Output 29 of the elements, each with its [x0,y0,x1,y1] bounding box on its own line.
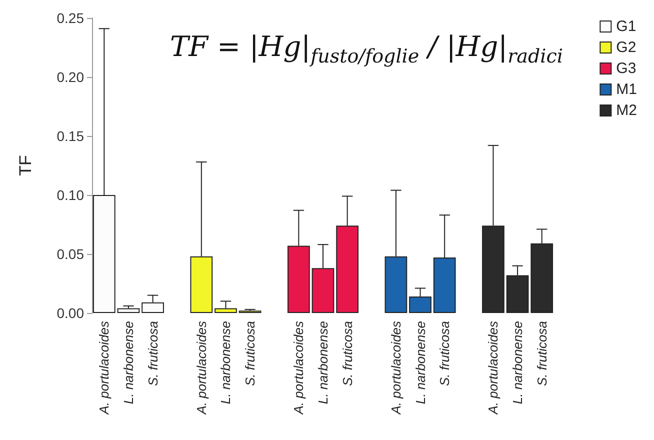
legend-label: M2 [616,102,638,119]
y-tick-label: 0.05 [56,246,84,262]
bar [117,308,140,313]
x-tick-label: S. fruticosa [437,321,452,386]
x-tick-label: L. narbonense [218,321,234,404]
y-tick-label: 0.15 [56,128,84,144]
x-tick-label: L. narbonense [316,321,330,404]
x-tick-label: A. portulacoides [486,320,501,416]
x-tick-label: A. portulacoides [291,320,306,416]
y-tick-label: 0.25 [56,10,84,26]
y-tick-label: 0.10 [56,187,84,203]
legend-label: G3 [616,60,636,77]
legend-label: G1 [616,18,636,35]
legend-label: M1 [616,81,638,98]
x-tick-label: L. narbonense [412,321,428,404]
x-tick-label: A. portulacoides [96,320,112,416]
y-axis-title: TF [16,155,35,176]
x-tick-label: A. portulacoides [194,320,209,416]
annotation: TF = |Hg|$_{fusto/foglie}$ / |Hg|$_{radici}$ [170,30,563,68]
y-tick-label: 0.20 [56,69,84,85]
legend-label: G2 [616,39,636,56]
x-tick-label: S. fruticosa [534,321,550,386]
x-tick-label: S. fruticosa [145,321,160,386]
y-tick-label: 0.00 [56,305,84,321]
x-tick-label: L. narbonense [120,321,136,404]
x-tick-label: S. fruticosa [242,321,258,386]
x-tick-label: A. portulacoides [388,320,404,416]
x-tick-label: S. fruticosa [340,321,355,386]
x-tick-label: L. narbonense [510,321,526,404]
